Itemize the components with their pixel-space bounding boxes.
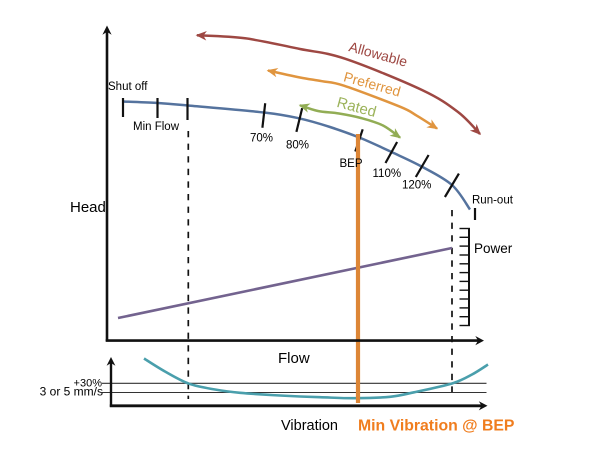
svg-text:Shut off: Shut off — [108, 81, 148, 93]
svg-text:Allowable: Allowable — [347, 38, 409, 69]
svg-text:Vibration: Vibration — [281, 418, 338, 434]
svg-text:Flow: Flow — [278, 350, 310, 367]
svg-text:BEP: BEP — [340, 158, 363, 170]
svg-text:Power: Power — [474, 241, 513, 256]
svg-text:110%: 110% — [373, 168, 402, 180]
svg-text:120%: 120% — [402, 180, 431, 192]
svg-text:Min Vibration @ BEP: Min Vibration @ BEP — [358, 418, 514, 435]
svg-text:3 or 5 mm/s: 3 or 5 mm/s — [40, 385, 103, 399]
svg-text:80%: 80% — [286, 140, 309, 152]
svg-text:Head: Head — [70, 199, 106, 216]
svg-text:Run-out: Run-out — [472, 195, 514, 207]
svg-text:Min Flow: Min Flow — [133, 121, 180, 133]
svg-text:+30%: +30% — [74, 378, 103, 390]
svg-text:70%: 70% — [250, 133, 273, 145]
